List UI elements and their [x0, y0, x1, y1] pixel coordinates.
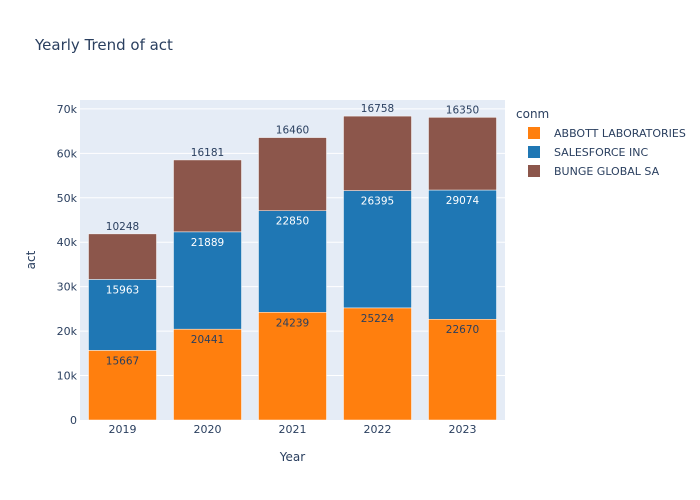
y-tick-label: 40k [57, 236, 78, 249]
legend-title: conm [516, 107, 549, 121]
y-axis-title: act [24, 250, 38, 269]
y-tick-label: 30k [57, 281, 78, 294]
x-axis-title: Year [279, 450, 305, 464]
bar-value-label: 26395 [361, 196, 394, 208]
x-tick-label: 2020 [194, 423, 222, 436]
bar-value-label: 21889 [191, 237, 224, 249]
y-tick-label: 10k [57, 370, 78, 383]
legend-item-label: ABBOTT LABORATORIES [554, 127, 686, 140]
x-tick-label: 2023 [449, 423, 477, 436]
bar-segment [428, 189, 497, 320]
bar-value-label: 15667 [106, 355, 139, 367]
legend-item-label: SALESFORCE INC [554, 146, 648, 159]
bar-segment [258, 312, 327, 421]
bar-segment [258, 137, 327, 211]
bar-segment [428, 318, 497, 421]
x-tick-label: 2019 [109, 423, 137, 436]
y-tick-label: 0 [70, 414, 77, 427]
bar-value-label: 24239 [276, 317, 309, 329]
x-tick-label: 2022 [364, 423, 392, 436]
y-tick-label: 70k [57, 103, 78, 116]
bar-value-label: 29074 [446, 195, 480, 207]
y-tick-label: 50k [57, 192, 78, 205]
y-tick-label: 20k [57, 325, 78, 338]
bar-segment [343, 190, 412, 309]
bar-value-label: 20441 [191, 334, 224, 346]
bar-segment [173, 328, 242, 421]
bar-value-label: 16758 [361, 103, 394, 115]
x-tick-label: 2021 [279, 423, 307, 436]
x-axis-ticks: 2019 2020 2021 2022 2023 [109, 423, 477, 436]
bar-value-label: 16460 [276, 125, 309, 137]
bar-segment [258, 210, 327, 313]
bar-value-label: 22850 [276, 216, 309, 228]
bar-segment [343, 307, 412, 421]
bar-segment [343, 115, 412, 191]
legend-swatch [528, 146, 540, 158]
bar-value-label: 25224 [361, 313, 395, 325]
bar-value-label: 10248 [106, 221, 139, 233]
bar-segment [88, 279, 157, 351]
chart-title: Yearly Trend of act [34, 36, 173, 54]
legend-swatch [528, 165, 540, 177]
bar-segment [173, 159, 242, 233]
y-axis-ticks: 0 10k 20k 30k 40k 50k 60k 70k [57, 103, 78, 427]
legend-swatch [528, 127, 540, 139]
bar-value-label: 16350 [446, 104, 479, 116]
bar-value-label: 16181 [191, 147, 224, 159]
bar-value-label: 22670 [446, 324, 479, 336]
y-tick-label: 60k [57, 147, 78, 160]
bar-value-label: 15963 [106, 284, 139, 296]
bar-segment [88, 233, 157, 280]
bars-group: 15667 15963 10248 20441 21889 16181 24239 22850… [88, 103, 497, 421]
bar-segment [428, 117, 497, 191]
legend-item-label: BUNGE GLOBAL SA [554, 165, 660, 178]
legend: conm ABBOTT LABORATORIES SALESFORCE INC BU… [516, 107, 686, 178]
